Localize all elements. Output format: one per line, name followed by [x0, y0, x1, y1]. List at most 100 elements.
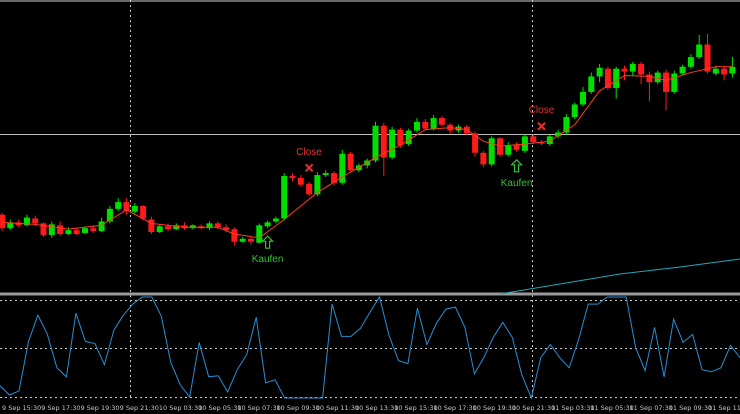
- bearish-candle: [140, 205, 147, 221]
- bullish-candle: [596, 63, 603, 83]
- bearish-candle: [297, 175, 304, 187]
- candle-body: [704, 44, 711, 72]
- bullish-candle: [571, 102, 578, 119]
- moving-average-line: [1, 66, 733, 239]
- bullish-candle: [239, 236, 246, 243]
- candle-body: [687, 57, 694, 67]
- candle-body: [223, 227, 230, 231]
- candle-body: [90, 228, 97, 232]
- time-tick-label: 10 Sep 05:30: [198, 404, 241, 412]
- bearish-candle: [331, 171, 337, 186]
- candle-body: [472, 133, 479, 153]
- bullish-candle: [430, 115, 437, 131]
- time-tick-label: 9 Sep 15:30: [2, 404, 41, 412]
- bearish-candle: [604, 66, 611, 90]
- bullish-candle: [206, 221, 213, 231]
- oscillator-line: [0, 295, 740, 400]
- bullish-candle: [588, 72, 595, 94]
- candle-body: [214, 223, 221, 228]
- candle-body: [638, 63, 645, 75]
- bullish-candle: [613, 66, 620, 99]
- trend-line: [499, 258, 740, 295]
- bullish-candle: [48, 221, 55, 238]
- bullish-candle: [546, 134, 553, 147]
- bullish-candle: [696, 34, 703, 60]
- candle-body: [596, 67, 603, 77]
- bearish-candle: [248, 236, 254, 245]
- bearish-candle: [480, 150, 487, 168]
- candle-body: [23, 217, 30, 226]
- bullish-candle: [671, 70, 678, 94]
- bearish-candle: [214, 221, 221, 230]
- candle-body: [264, 222, 271, 227]
- time-tick-label: 9 Sep 21:30: [120, 404, 159, 412]
- close-x-icon: [304, 163, 314, 173]
- bearish-candle: [148, 216, 155, 234]
- bullish-candle: [272, 216, 279, 224]
- candle-body: [106, 208, 113, 222]
- candle-body: [422, 121, 429, 129]
- bullish-candle: [580, 87, 586, 107]
- time-tick-label: 9 Sep 19:30: [80, 404, 119, 412]
- candle-body: [480, 152, 487, 165]
- candle-body: [646, 74, 653, 83]
- kaufen-label: Kaufen: [252, 254, 284, 265]
- candle-body: [306, 183, 313, 195]
- close-signal: Close: [529, 105, 555, 131]
- bullish-candle: [23, 214, 30, 227]
- bearish-candle: [497, 137, 503, 157]
- bullish-candle: [264, 220, 271, 229]
- bearish-candle: [438, 116, 445, 127]
- candle-body: [663, 72, 669, 92]
- candle-body: [347, 153, 354, 171]
- candle-body: [314, 175, 321, 195]
- candle-body: [654, 72, 661, 83]
- candle-body: [571, 104, 578, 118]
- candle-body: [98, 221, 105, 232]
- bullish-candle: [65, 227, 72, 235]
- candle-body: [712, 68, 719, 74]
- bullish-candle: [629, 61, 636, 77]
- candle-body: [248, 238, 254, 242]
- candle-body: [272, 218, 279, 222]
- candle-body: [513, 145, 520, 150]
- candle-body: [115, 202, 122, 209]
- bearish-candle: [123, 198, 130, 215]
- time-tick-label: 11 Sep 03:30: [551, 404, 594, 412]
- candle-body: [256, 225, 263, 243]
- kaufen-label: Kaufen: [501, 178, 533, 189]
- candle-body: [123, 202, 130, 211]
- time-tick-label: 11 Sep 11:30: [708, 404, 740, 412]
- candle-body: [339, 153, 346, 183]
- candle-body: [48, 224, 55, 235]
- candle-body: [57, 225, 64, 234]
- bearish-candle: [621, 65, 628, 81]
- bearish-candle: [0, 212, 5, 232]
- candle-body: [289, 176, 296, 178]
- time-tick-label: 11 Sep 07:30: [630, 404, 673, 412]
- candle-body: [173, 225, 180, 230]
- time-tick-label: 9 Sep 17:30: [41, 404, 80, 412]
- candle-body: [679, 66, 686, 74]
- time-tick-label: 10 Sep 17:30: [433, 404, 476, 412]
- time-axis: 9 Sep 15:30 9 Sep 17:30 9 Sep 19:30 9 Sep 2…: [2, 404, 740, 412]
- bearish-candle: [40, 222, 47, 237]
- candle-body: [530, 136, 537, 143]
- bullish-candle: [256, 223, 263, 244]
- bearish-candle: [73, 228, 80, 235]
- candle-body: [331, 173, 337, 183]
- bearish-candle: [165, 223, 171, 232]
- time-tick-label: 11 Sep 05:30: [590, 404, 633, 412]
- candle-body: [563, 117, 570, 133]
- bullish-candle: [115, 198, 122, 211]
- candle-body: [322, 173, 329, 176]
- bullish-candle: [563, 114, 570, 135]
- buy-signal: Kaufen: [501, 158, 533, 189]
- candles: [0, 33, 736, 246]
- candle-body: [231, 229, 238, 242]
- bullish-candle: [339, 149, 346, 185]
- time-tick-label: 10 Sep 09:30: [277, 404, 320, 412]
- bullish-candle: [505, 142, 512, 157]
